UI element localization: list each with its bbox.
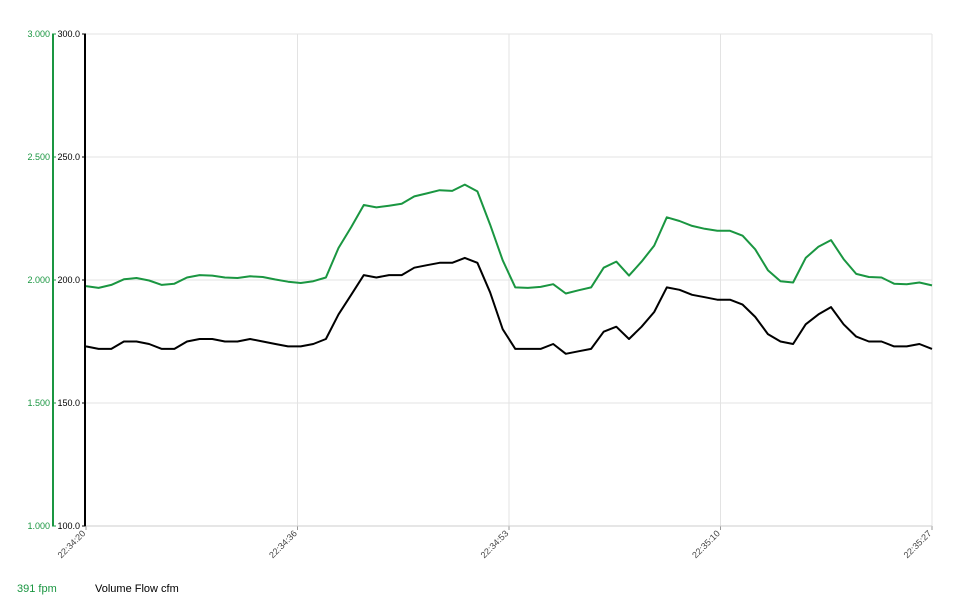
x-tick-label: 22:35:27 [902,528,934,560]
y-right-tick-label: 150.0 [57,398,80,408]
x-tick-label: 22:35:10 [690,528,722,560]
y-left-tick-label: 3.000 [27,29,50,39]
legend-fpm-value: 391 [17,583,36,595]
y-right-tick-label: 200.0 [57,275,80,285]
x-tick-label: 22:34:36 [267,528,299,560]
x-tick-label: 22:34:53 [479,528,511,560]
y-left-tick-label: 2.000 [27,275,50,285]
chart-grid [86,33,933,526]
legend-fpm-unit: fpm [38,583,57,595]
y-left-tick-label: 1.500 [27,398,50,408]
y-left-tick-label: 1.000 [27,521,50,531]
y-right-tick-label: 300.0 [57,29,80,39]
chart-series [85,183,933,355]
legend-volume-flow: Volume Flow cfm [95,583,179,595]
x-tick-label: 22:34:20 [56,528,88,560]
y-left-tick-label: 2.500 [27,152,50,162]
y-right-tick-label: 100.0 [57,521,80,531]
series-line-fpm [85,183,933,295]
y-right-tick-label: 250.0 [57,152,80,162]
series-line-volume-flow [85,256,933,355]
chart-axes [52,33,933,530]
chart-ticks: 3.000 300.0 2.500 250.0 2.000 200.0 1.500 150.0… [27,29,933,560]
legend-fpm: 391 fpm [17,583,57,595]
